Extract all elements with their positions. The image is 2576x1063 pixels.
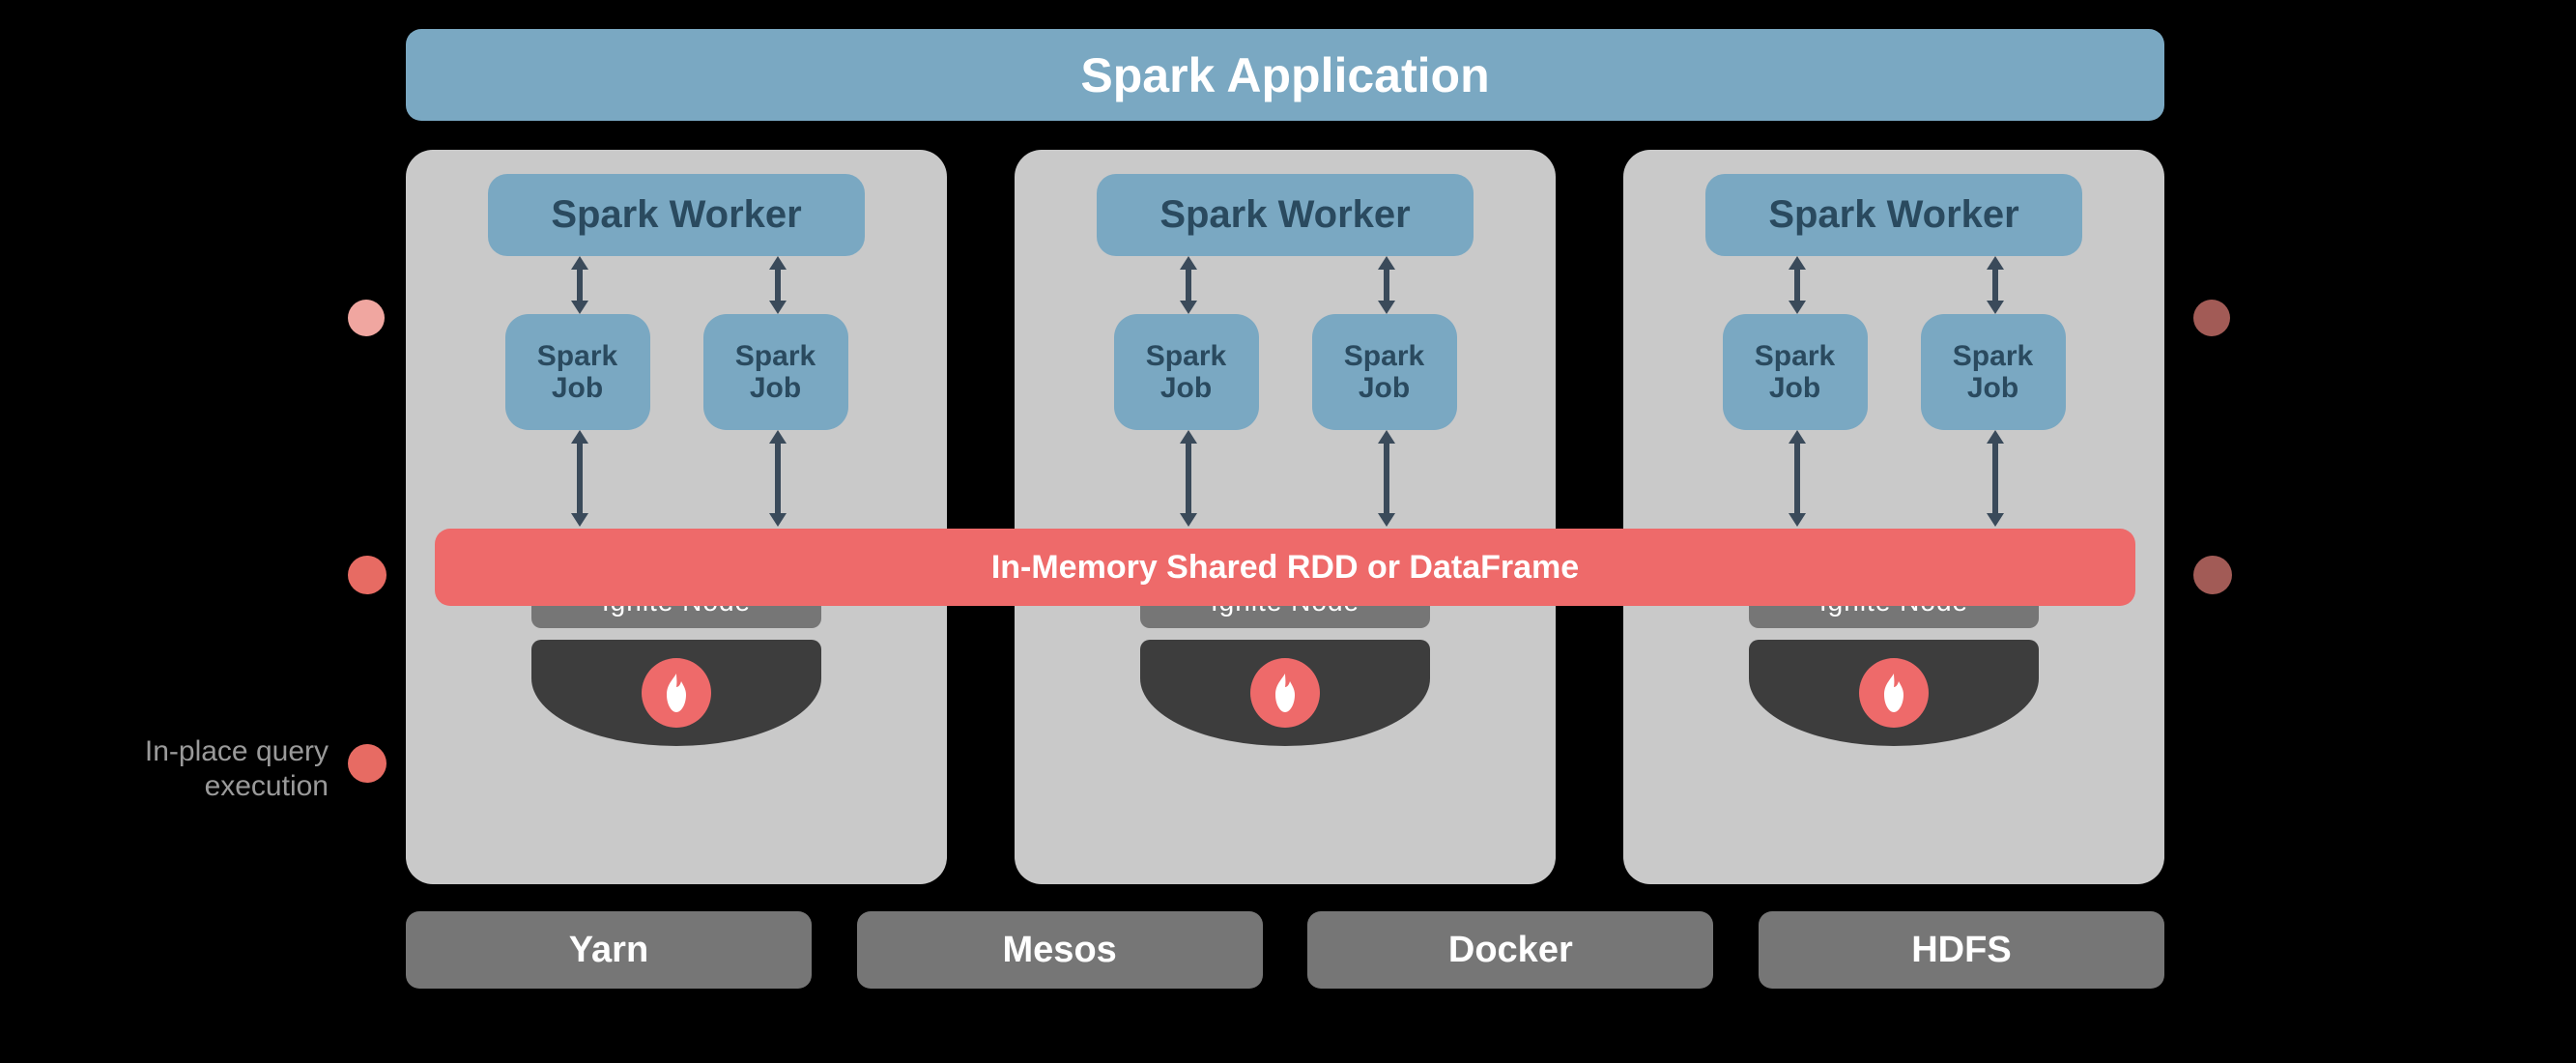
cluster: Spark WorkerSparkJobSparkJobIgnite Node [1623,150,2164,884]
arrow-job-rdd [1384,440,1389,517]
platform-box: Mesos [857,911,1263,989]
side-label-line2: execution [205,770,329,802]
architecture-diagram: Spark Application Spark WorkerSparkJobSp… [406,29,2164,989]
job-line1: Spark [735,340,816,372]
job-line2: Job [750,372,801,404]
spark-worker-box: Spark Worker [1705,174,2082,256]
cluster: Spark WorkerSparkJobSparkJobIgnite Node [406,150,947,884]
job-line2: Job [1967,372,2018,404]
spark-job-box: SparkJob [1114,314,1259,430]
arrow-job-rdd [1186,440,1191,517]
clusters-row: Spark WorkerSparkJobSparkJobIgnite Node … [406,150,2164,884]
flame-icon [1267,672,1303,714]
arrow-job-rdd [1992,440,1998,517]
cluster: Spark WorkerSparkJobSparkJobIgnite Node [1015,150,1556,884]
arrow-worker-job [1384,266,1389,304]
spark-job-box: SparkJob [1921,314,2066,430]
spark-job-box: SparkJob [703,314,848,430]
jobs-row: SparkJobSparkJob [1114,314,1457,430]
spark-job-box: SparkJob [1723,314,1868,430]
flame-icon [1875,672,1912,714]
header-bar: Spark Application [406,29,2164,121]
arrow-job-rdd [1794,440,1800,517]
jobs-row: SparkJobSparkJob [1723,314,2066,430]
arrow-worker-job [1794,266,1800,304]
job-line1: Spark [1755,340,1835,372]
ignite-base [1749,640,2039,746]
job-line1: Spark [1146,340,1226,372]
platform-box: Docker [1307,911,1713,989]
flame-circle [1250,658,1320,728]
flame-icon [658,672,695,714]
job-line2: Job [1769,372,1820,404]
job-line2: Job [552,372,603,404]
flame-circle [642,658,711,728]
job-line1: Spark [537,340,617,372]
decorative-dot [348,556,386,594]
arrow-worker-job [1992,266,1998,304]
arrow-worker-job [577,266,583,304]
arrow-worker-job [775,266,781,304]
decorative-dot [2193,300,2230,336]
job-line2: Job [1359,372,1410,404]
arrow-worker-job [1186,266,1191,304]
spark-worker-box: Spark Worker [1097,174,1474,256]
ignite-base [531,640,821,746]
platforms-row: Yarn Mesos Docker HDFS [406,911,2164,989]
spark-job-box: SparkJob [505,314,650,430]
rdd-bar: In-Memory Shared RDD or DataFrame [435,529,2135,606]
arrow-job-rdd [577,440,583,517]
arrow-job-rdd [775,440,781,517]
decorative-dot [348,300,385,336]
side-label: In-place query execution [106,734,329,804]
job-line1: Spark [1344,340,1424,372]
job-line2: Job [1160,372,1212,404]
job-line1: Spark [1953,340,2033,372]
spark-job-box: SparkJob [1312,314,1457,430]
decorative-dot [348,744,386,783]
header-label: Spark Application [1080,47,1489,103]
spark-worker-box: Spark Worker [488,174,865,256]
platform-box: HDFS [1759,911,2164,989]
ignite-base [1140,640,1430,746]
rdd-label: In-Memory Shared RDD or DataFrame [991,549,1579,587]
decorative-dot [2193,556,2232,594]
platform-box: Yarn [406,911,812,989]
flame-circle [1859,658,1929,728]
side-label-line1: In-place query [145,735,329,767]
jobs-row: SparkJobSparkJob [505,314,848,430]
